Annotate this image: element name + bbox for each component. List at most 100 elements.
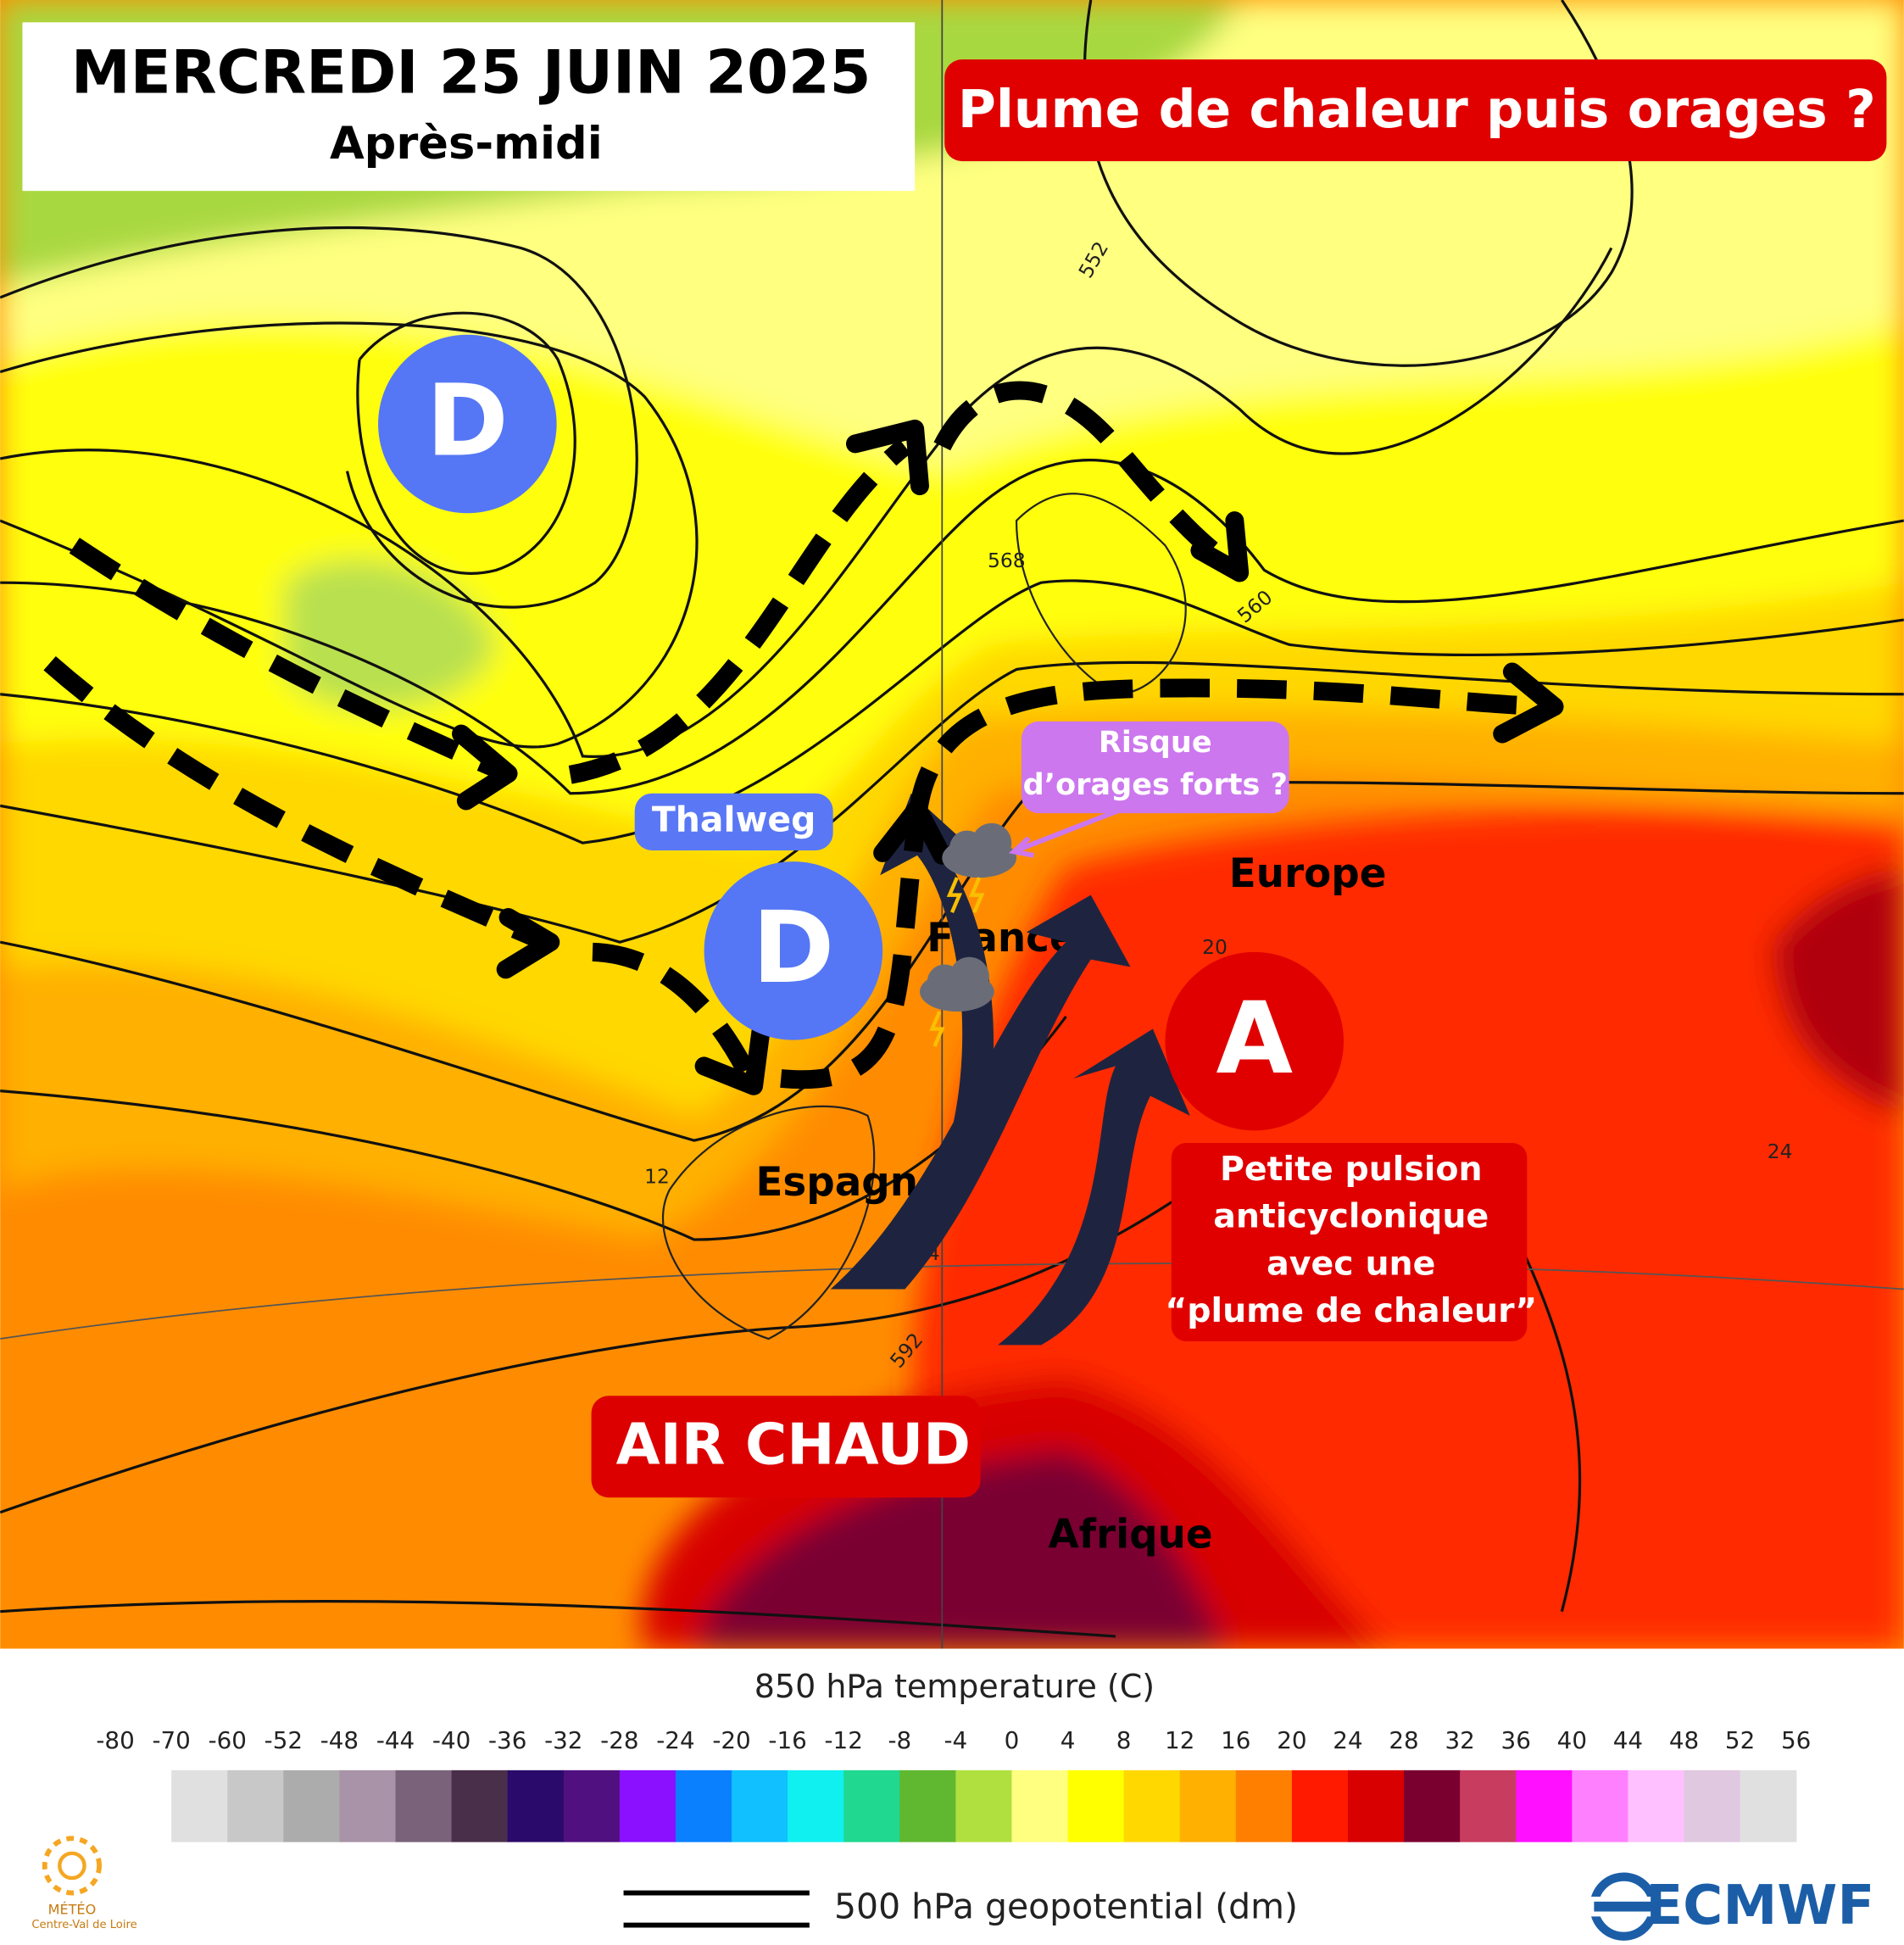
colorbar-cell bbox=[1572, 1769, 1629, 1842]
flow-arrows-part bbox=[496, 907, 560, 979]
storm-icon-part bbox=[946, 877, 963, 913]
colorbar-tick-label: -28 bbox=[600, 1726, 638, 1754]
meteo-logo-text: MÉTÉO bbox=[48, 1902, 97, 1918]
low-label: D bbox=[426, 363, 509, 479]
colorbar-tick-label: 44 bbox=[1613, 1726, 1643, 1754]
colorbar-tick-label: -24 bbox=[656, 1726, 694, 1754]
low-marker bbox=[704, 861, 883, 1040]
colorbar-tick-label: 28 bbox=[1389, 1726, 1418, 1754]
flow-arrows-part bbox=[568, 438, 911, 784]
colorbar-tick-label: 16 bbox=[1221, 1726, 1250, 1754]
colorbar-tick-label: 4 bbox=[1061, 1726, 1076, 1754]
contour-label: 20 bbox=[1202, 935, 1228, 959]
meteo-logo-part bbox=[58, 1851, 86, 1881]
region-label: Afrique bbox=[1048, 1512, 1212, 1558]
thalweg-pill bbox=[634, 793, 833, 850]
colorbar-cell bbox=[1011, 1769, 1069, 1842]
high-marker bbox=[1165, 951, 1344, 1131]
pulse-note-text: anticyclonique bbox=[1213, 1197, 1489, 1236]
banner-text: Plume de chaleur puis orages ? bbox=[958, 80, 1876, 140]
colorbar-tick-label: -4 bbox=[944, 1726, 968, 1754]
colorbar-tick-label: 32 bbox=[1445, 1726, 1474, 1754]
flow-arrows-part bbox=[780, 816, 927, 1090]
region-label: Europe bbox=[1229, 851, 1387, 897]
header-box bbox=[22, 22, 916, 192]
warm-air-arrows bbox=[830, 793, 1190, 1346]
colorbar-cell bbox=[732, 1769, 788, 1842]
colorbar-tick-label: -12 bbox=[825, 1726, 863, 1754]
map-background-part bbox=[0, 1599, 1116, 1638]
colorbar-cell bbox=[1404, 1769, 1461, 1842]
colorbar-cell bbox=[1291, 1769, 1349, 1842]
colorbar-tick-label: 20 bbox=[1277, 1726, 1306, 1754]
colorbar-cell bbox=[955, 1769, 1013, 1842]
ecmwf-logo-text: ECMWF bbox=[1645, 1874, 1874, 1937]
colorbar-cell bbox=[1460, 1769, 1517, 1842]
storm-risk-pill bbox=[1021, 721, 1289, 814]
colorbar-tick-label: -44 bbox=[376, 1726, 415, 1754]
colorbar-tick-label: 52 bbox=[1725, 1726, 1755, 1754]
meteo-logo-part bbox=[42, 1836, 103, 1896]
colorbar-tick-label: -60 bbox=[209, 1726, 247, 1754]
warm-air-arrows-part bbox=[880, 793, 994, 1240]
map-background-part bbox=[0, 226, 638, 609]
thalweg-label: Thalweg bbox=[652, 799, 816, 839]
contour-label: 12 bbox=[644, 1164, 670, 1188]
flow-arrows-part bbox=[694, 1019, 771, 1095]
colorbar-cell bbox=[1347, 1769, 1405, 1842]
low-label: D bbox=[752, 889, 834, 1006]
colorbar-tick-label: 8 bbox=[1116, 1726, 1132, 1754]
storm-icon-part bbox=[969, 877, 985, 913]
colorbar-cell bbox=[1684, 1769, 1741, 1842]
colorbar-tick-label: -8 bbox=[888, 1726, 911, 1754]
colorbar-cell bbox=[451, 1769, 509, 1842]
map-background-part bbox=[0, 321, 699, 749]
colorbar-cell bbox=[563, 1769, 621, 1842]
line-legend-label: 500 hPa geopotential (dm) bbox=[834, 1886, 1298, 1927]
contour-label: 568 bbox=[988, 549, 1026, 572]
storm-icon-part bbox=[929, 1011, 945, 1047]
colorbar-cell bbox=[675, 1769, 732, 1842]
colorbar-cell bbox=[395, 1769, 453, 1842]
legend-title: 850 hPa temperature (C) bbox=[754, 1668, 1155, 1705]
storm-risk-text: Risque bbox=[1099, 725, 1212, 760]
colorbar-cell bbox=[171, 1769, 229, 1842]
pulse-note-text: “plume de chaleur” bbox=[1165, 1291, 1537, 1330]
colorbar-tick-label: -48 bbox=[320, 1726, 359, 1754]
flow-arrows-part bbox=[592, 942, 759, 1083]
colorbar-tick-label: -32 bbox=[544, 1726, 582, 1754]
colorbar-cell bbox=[339, 1769, 397, 1842]
colorbar-tick-label: -52 bbox=[264, 1726, 303, 1754]
ecmwf-logo: ECMWF bbox=[1586, 1872, 1874, 1941]
meteo-logo-subtext: Centre-Val de Loire bbox=[31, 1919, 136, 1931]
flow-arrows-part bbox=[452, 724, 518, 811]
map-background bbox=[0, 0, 1904, 1649]
header-subtitle: Après-midi bbox=[330, 118, 603, 170]
map-background-part bbox=[356, 311, 576, 575]
colorbar-cell bbox=[788, 1769, 844, 1842]
colorbar: -80 -70 -60 -52 -48 -44 -40 -36 -32 -28 -24 -20 -16-… bbox=[96, 1726, 1811, 1842]
map-background-part bbox=[661, 1105, 876, 1340]
pulse-note-box bbox=[1171, 1143, 1528, 1341]
colorbar-cell bbox=[1628, 1769, 1685, 1842]
flow-arrows-part bbox=[69, 538, 500, 777]
colorbar-cell bbox=[1235, 1769, 1293, 1842]
colorbar-tick-label: -80 bbox=[96, 1726, 134, 1754]
colorbar-cell bbox=[227, 1769, 285, 1842]
banner-box bbox=[944, 59, 1887, 162]
map-background-part bbox=[0, 781, 1904, 1142]
storm-icon bbox=[942, 822, 1017, 913]
colorbar-cell bbox=[1067, 1769, 1125, 1842]
colorbar-tick-label: 36 bbox=[1501, 1726, 1531, 1754]
contour-label: 24 bbox=[1768, 1140, 1793, 1163]
storm-icon-part bbox=[971, 822, 1012, 863]
map-background-part bbox=[0, 660, 1904, 944]
colorbar-cell bbox=[507, 1769, 565, 1842]
ecmwf-logo-part bbox=[1594, 1901, 1654, 1912]
colorbar-tick-label: 56 bbox=[1781, 1726, 1811, 1754]
flow-arrows-part bbox=[43, 655, 549, 951]
colorbar-tick-label: -16 bbox=[768, 1726, 806, 1754]
warm-air-box bbox=[591, 1396, 981, 1498]
colorbar-cell bbox=[843, 1769, 901, 1842]
